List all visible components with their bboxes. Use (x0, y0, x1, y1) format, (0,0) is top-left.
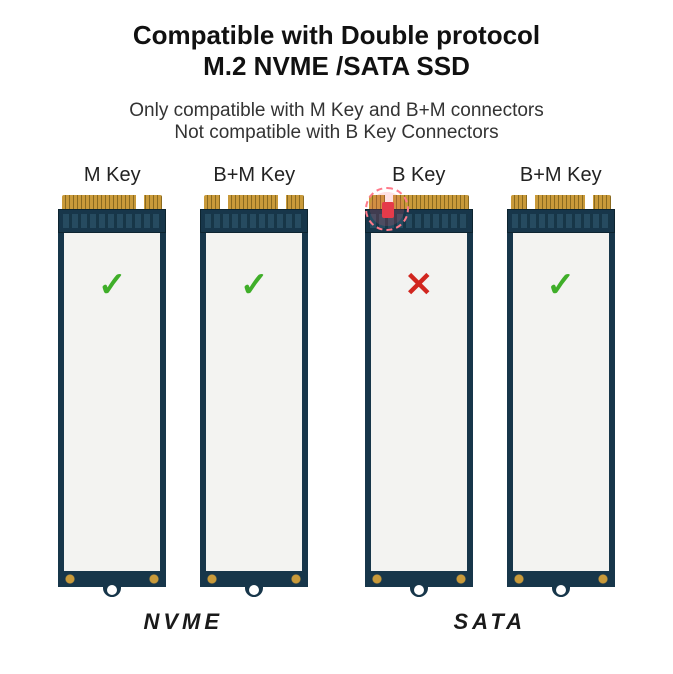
ssd-pair: M Key ✓ B+M Key ✓ (56, 164, 310, 595)
screw-notch-icon (410, 587, 428, 597)
cross-icon: ✕ (405, 265, 434, 305)
connector-icon (204, 195, 304, 209)
checkmark-icon: ✓ (98, 265, 127, 305)
key-label: M Key (84, 164, 141, 187)
connector-icon (62, 195, 162, 209)
ssd-card: ✓ (56, 195, 168, 595)
checkmark-icon: ✓ (240, 265, 269, 305)
checkmark-icon: ✓ (547, 265, 576, 305)
subtitle-line-2: Not compatible with B Key Connectors (30, 122, 643, 144)
group-sata: B Key ✕ B+M Key ✓ SATA (337, 164, 644, 664)
ssd-card: ✓ (198, 195, 310, 595)
pcb-top (365, 209, 473, 233)
screw-notch-icon (245, 587, 263, 597)
key-label: B+M Key (520, 164, 602, 187)
group-nvme: M Key ✓ B+M Key ✓ NVME (30, 164, 337, 664)
title-line-2: M.2 NVME /SATA SSD (30, 51, 643, 82)
key-label: B+M Key (213, 164, 295, 187)
group-label-nvme: NVME (143, 609, 223, 635)
pcb-top (507, 209, 615, 233)
ssd-column: B+M Key ✓ (505, 164, 617, 595)
subtitle-line-1: Only compatible with M Key and B+M conne… (30, 100, 643, 122)
ssd-column: B Key ✕ (363, 164, 475, 595)
screw-notch-icon (103, 587, 121, 597)
title-line-1: Compatible with Double protocol (30, 20, 643, 51)
ssd-card: ✓ (505, 195, 617, 595)
pcb-top (200, 209, 308, 233)
group-label-sata: SATA (453, 609, 526, 635)
connector-icon (369, 195, 469, 209)
ssd-pair: B Key ✕ B+M Key ✓ (363, 164, 617, 595)
key-label: B Key (392, 164, 445, 187)
screw-notch-icon (552, 587, 570, 597)
pcb-top (58, 209, 166, 233)
ssd-column: B+M Key ✓ (198, 164, 310, 595)
title-block: Compatible with Double protocol M.2 NVME… (30, 20, 643, 82)
subtitle-block: Only compatible with M Key and B+M conne… (30, 100, 643, 144)
infographic-root: Compatible with Double protocol M.2 NVME… (0, 0, 673, 674)
connector-icon (511, 195, 611, 209)
ssd-column: M Key ✓ (56, 164, 168, 595)
cards-row: M Key ✓ B+M Key ✓ NVME B Key ✕ B+M Key ✓ SATA (30, 164, 643, 664)
ssd-card: ✕ (363, 195, 475, 595)
